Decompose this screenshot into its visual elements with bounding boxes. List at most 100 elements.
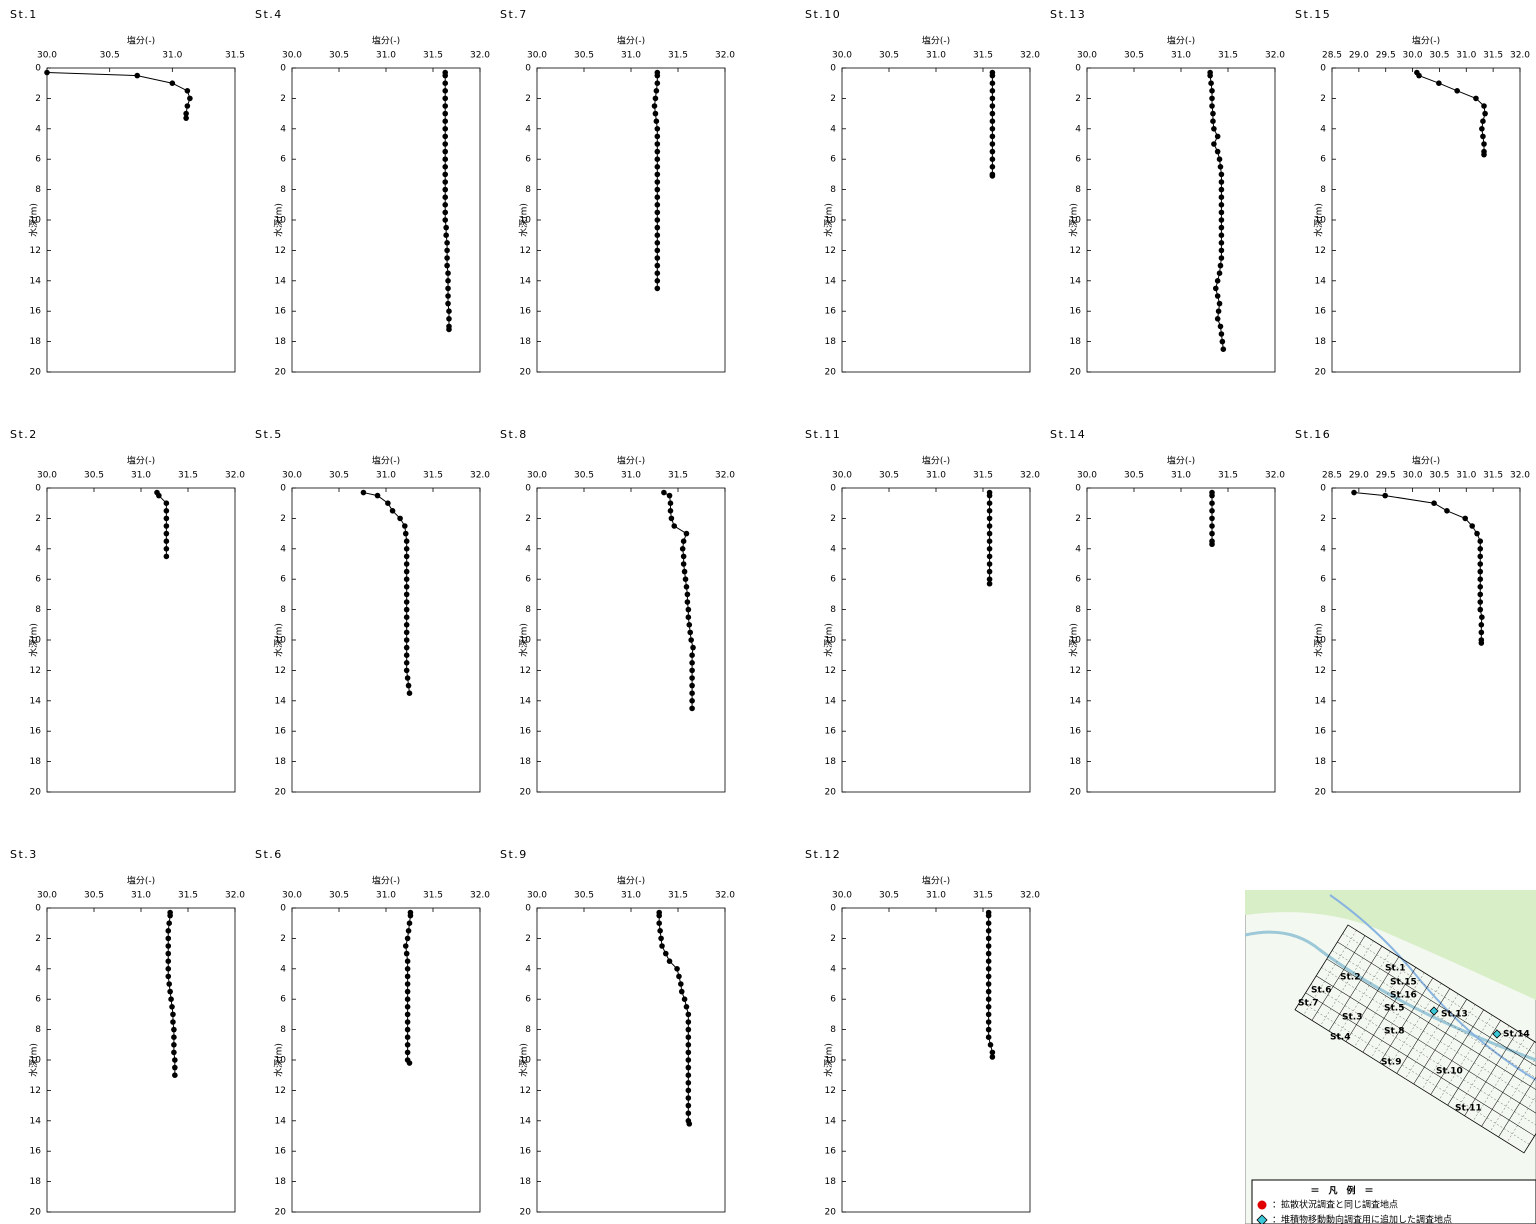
y-tick-label: 20	[1315, 368, 1327, 378]
y-tick-label: 12	[275, 666, 286, 676]
data-point	[1219, 194, 1225, 200]
data-point	[655, 263, 661, 269]
data-point	[987, 516, 993, 522]
y-tick-label: 4	[1075, 544, 1081, 554]
data-point	[987, 493, 993, 499]
data-point	[404, 538, 410, 544]
data-point	[406, 683, 412, 689]
data-point	[442, 156, 448, 162]
data-point	[686, 1034, 692, 1040]
y-tick-label: 8	[280, 185, 286, 195]
x-tick-label: 31.0	[621, 51, 641, 61]
data-point	[442, 96, 448, 102]
y-tick-label: 18	[30, 757, 42, 767]
y-tick-label: 18	[30, 1177, 42, 1187]
y-tick-label: 8	[35, 1025, 41, 1035]
x-tick-label: 31.0	[926, 51, 946, 61]
data-point	[445, 286, 451, 292]
y-tick-label: 18	[275, 1177, 287, 1187]
y-tick-label: 12	[520, 666, 531, 676]
data-point	[678, 981, 684, 987]
data-point	[172, 1057, 178, 1063]
y-tick-label: 14	[825, 696, 837, 706]
data-point	[172, 1065, 178, 1071]
y-tick-label: 0	[35, 484, 41, 494]
data-point	[1219, 255, 1225, 261]
data-point	[1351, 490, 1357, 496]
data-point	[986, 989, 992, 995]
x-tick-label: 31.5	[225, 51, 245, 61]
data-point	[655, 217, 661, 223]
plot-frame	[47, 908, 235, 1212]
data-point	[442, 217, 448, 223]
y-tick-label: 20	[520, 1208, 532, 1218]
data-point	[987, 569, 993, 575]
data-point	[442, 88, 448, 94]
plot-frame	[842, 908, 1030, 1212]
data-point	[444, 248, 450, 254]
y-tick-label: 14	[1070, 696, 1082, 706]
x-axis-label: 塩分(-)	[127, 875, 155, 887]
data-point	[1213, 286, 1219, 292]
data-point	[655, 194, 661, 200]
x-tick-label: 29.0	[1349, 51, 1369, 61]
data-point	[655, 255, 661, 261]
y-tick-label: 2	[280, 934, 286, 944]
x-tick-label: 31.5	[423, 891, 443, 901]
data-point	[1479, 126, 1485, 132]
y-tick-label: 6	[280, 155, 286, 165]
y-tick-label: 8	[35, 605, 41, 615]
data-point	[990, 118, 996, 124]
data-point	[686, 1080, 692, 1086]
data-point	[1209, 531, 1215, 537]
data-point	[655, 164, 661, 170]
data-point	[987, 531, 993, 537]
y-tick-label: 16	[825, 1147, 837, 1157]
data-point	[397, 516, 403, 522]
data-point	[165, 936, 171, 942]
data-point	[655, 134, 661, 140]
data-point	[689, 690, 695, 696]
map-station-label: St.1	[1385, 964, 1405, 974]
data-point	[990, 80, 996, 86]
y-tick-label: 6	[525, 575, 531, 585]
x-tick-label: 32.0	[470, 51, 490, 61]
data-point	[687, 630, 693, 636]
legend-item: ：拡散状況調査と同じ調査地点	[1272, 1199, 1398, 1211]
y-tick-label: 20	[30, 368, 42, 378]
y-tick-label: 10	[1070, 636, 1082, 646]
data-point	[164, 516, 170, 522]
data-point	[690, 645, 696, 651]
data-point	[1479, 640, 1485, 646]
data-point	[990, 134, 996, 140]
data-point	[1416, 73, 1422, 79]
data-point	[405, 1034, 411, 1040]
data-point	[1436, 80, 1442, 86]
y-tick-label: 8	[830, 1025, 836, 1035]
data-point	[405, 989, 411, 995]
data-point	[1219, 187, 1225, 193]
data-point	[990, 149, 996, 155]
data-point	[442, 80, 448, 86]
y-tick-label: 18	[825, 337, 837, 347]
y-tick-label: 2	[280, 94, 286, 104]
y-tick-label: 12	[520, 246, 531, 256]
data-point	[404, 584, 410, 590]
plot-frame	[292, 488, 480, 792]
data-point	[1481, 141, 1487, 147]
x-axis-label: 塩分(-)	[617, 455, 645, 467]
data-point	[164, 531, 170, 537]
data-point	[1480, 134, 1486, 140]
y-tick-label: 2	[830, 934, 836, 944]
x-tick-label: 30.5	[574, 891, 594, 901]
x-tick-label: 31.5	[178, 471, 198, 481]
profile-line	[1354, 493, 1482, 643]
y-tick-label: 2	[280, 514, 286, 524]
y-tick-label: 16	[1070, 307, 1082, 317]
y-tick-label: 2	[525, 934, 531, 944]
x-tick-label: 30.0	[832, 51, 852, 61]
chart-title: St.16	[1295, 428, 1331, 441]
y-tick-label: 8	[1320, 605, 1326, 615]
x-tick-label: 29.0	[1349, 471, 1369, 481]
x-tick-label: 31.5	[423, 51, 443, 61]
